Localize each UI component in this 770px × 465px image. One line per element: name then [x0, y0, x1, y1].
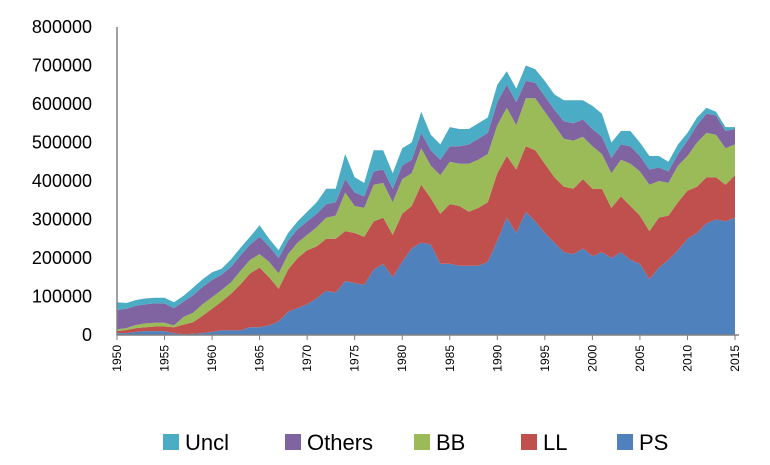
x-tick-label: 2005 [633, 345, 647, 372]
y-tick-label: 700000 [32, 56, 92, 76]
x-tick-label: 1975 [348, 345, 362, 372]
legend-item-ps: PS [617, 430, 668, 455]
legend-swatch [285, 434, 301, 450]
x-tick-label: 1995 [538, 345, 552, 372]
x-tick-label: 1960 [205, 345, 219, 372]
legend-label: Others [307, 430, 373, 455]
y-tick-label: 400000 [32, 171, 92, 191]
legend-item-others: Others [285, 430, 373, 455]
area-ll [117, 146, 735, 335]
x-tick-label: 1985 [443, 345, 457, 372]
series-areas [117, 65, 735, 335]
y-tick-label: 0 [82, 325, 92, 345]
x-tick-label: 1955 [158, 345, 172, 372]
y-tick-label: 600000 [32, 94, 92, 114]
area-uncl [117, 65, 735, 310]
x-axis-ticks: 1950 1955 1960 1965 1970 1975 1980 1985 1990 1995… [110, 335, 742, 372]
y-tick-label: 300000 [32, 210, 92, 230]
legend-label: BB [436, 430, 465, 455]
legend-swatch [163, 434, 179, 450]
y-tick-label: 800000 [32, 17, 92, 37]
y-tick-label: 100000 [32, 287, 92, 307]
legend-item-bb: BB [414, 430, 465, 455]
x-tick-label: 1980 [395, 345, 409, 372]
x-tick-label: 1965 [253, 345, 267, 372]
legend-label: LL [543, 430, 567, 455]
legend-swatch [617, 434, 633, 450]
legend-label: Uncl [185, 430, 229, 455]
y-axis-ticks: 0 100000 200000 300000 400000 500000 600000 700… [32, 17, 92, 345]
y-tick-label: 200000 [32, 248, 92, 268]
x-tick-label: 2015 [728, 345, 742, 372]
legend: Uncl Others BB LL PS [163, 430, 668, 455]
legend-swatch [521, 434, 537, 450]
legend-item-uncl: Uncl [163, 430, 229, 455]
area-bb [117, 98, 735, 332]
x-tick-label: 1950 [110, 345, 124, 372]
legend-label: PS [639, 430, 668, 455]
legend-item-ll: LL [521, 430, 567, 455]
x-tick-label: 2000 [585, 345, 599, 372]
area-ps [117, 211, 735, 335]
x-tick-label: 1990 [490, 345, 504, 372]
x-tick-label: 2010 [680, 345, 694, 372]
x-tick-label: 1970 [300, 345, 314, 372]
legend-swatch [414, 434, 430, 450]
y-tick-label: 500000 [32, 133, 92, 153]
